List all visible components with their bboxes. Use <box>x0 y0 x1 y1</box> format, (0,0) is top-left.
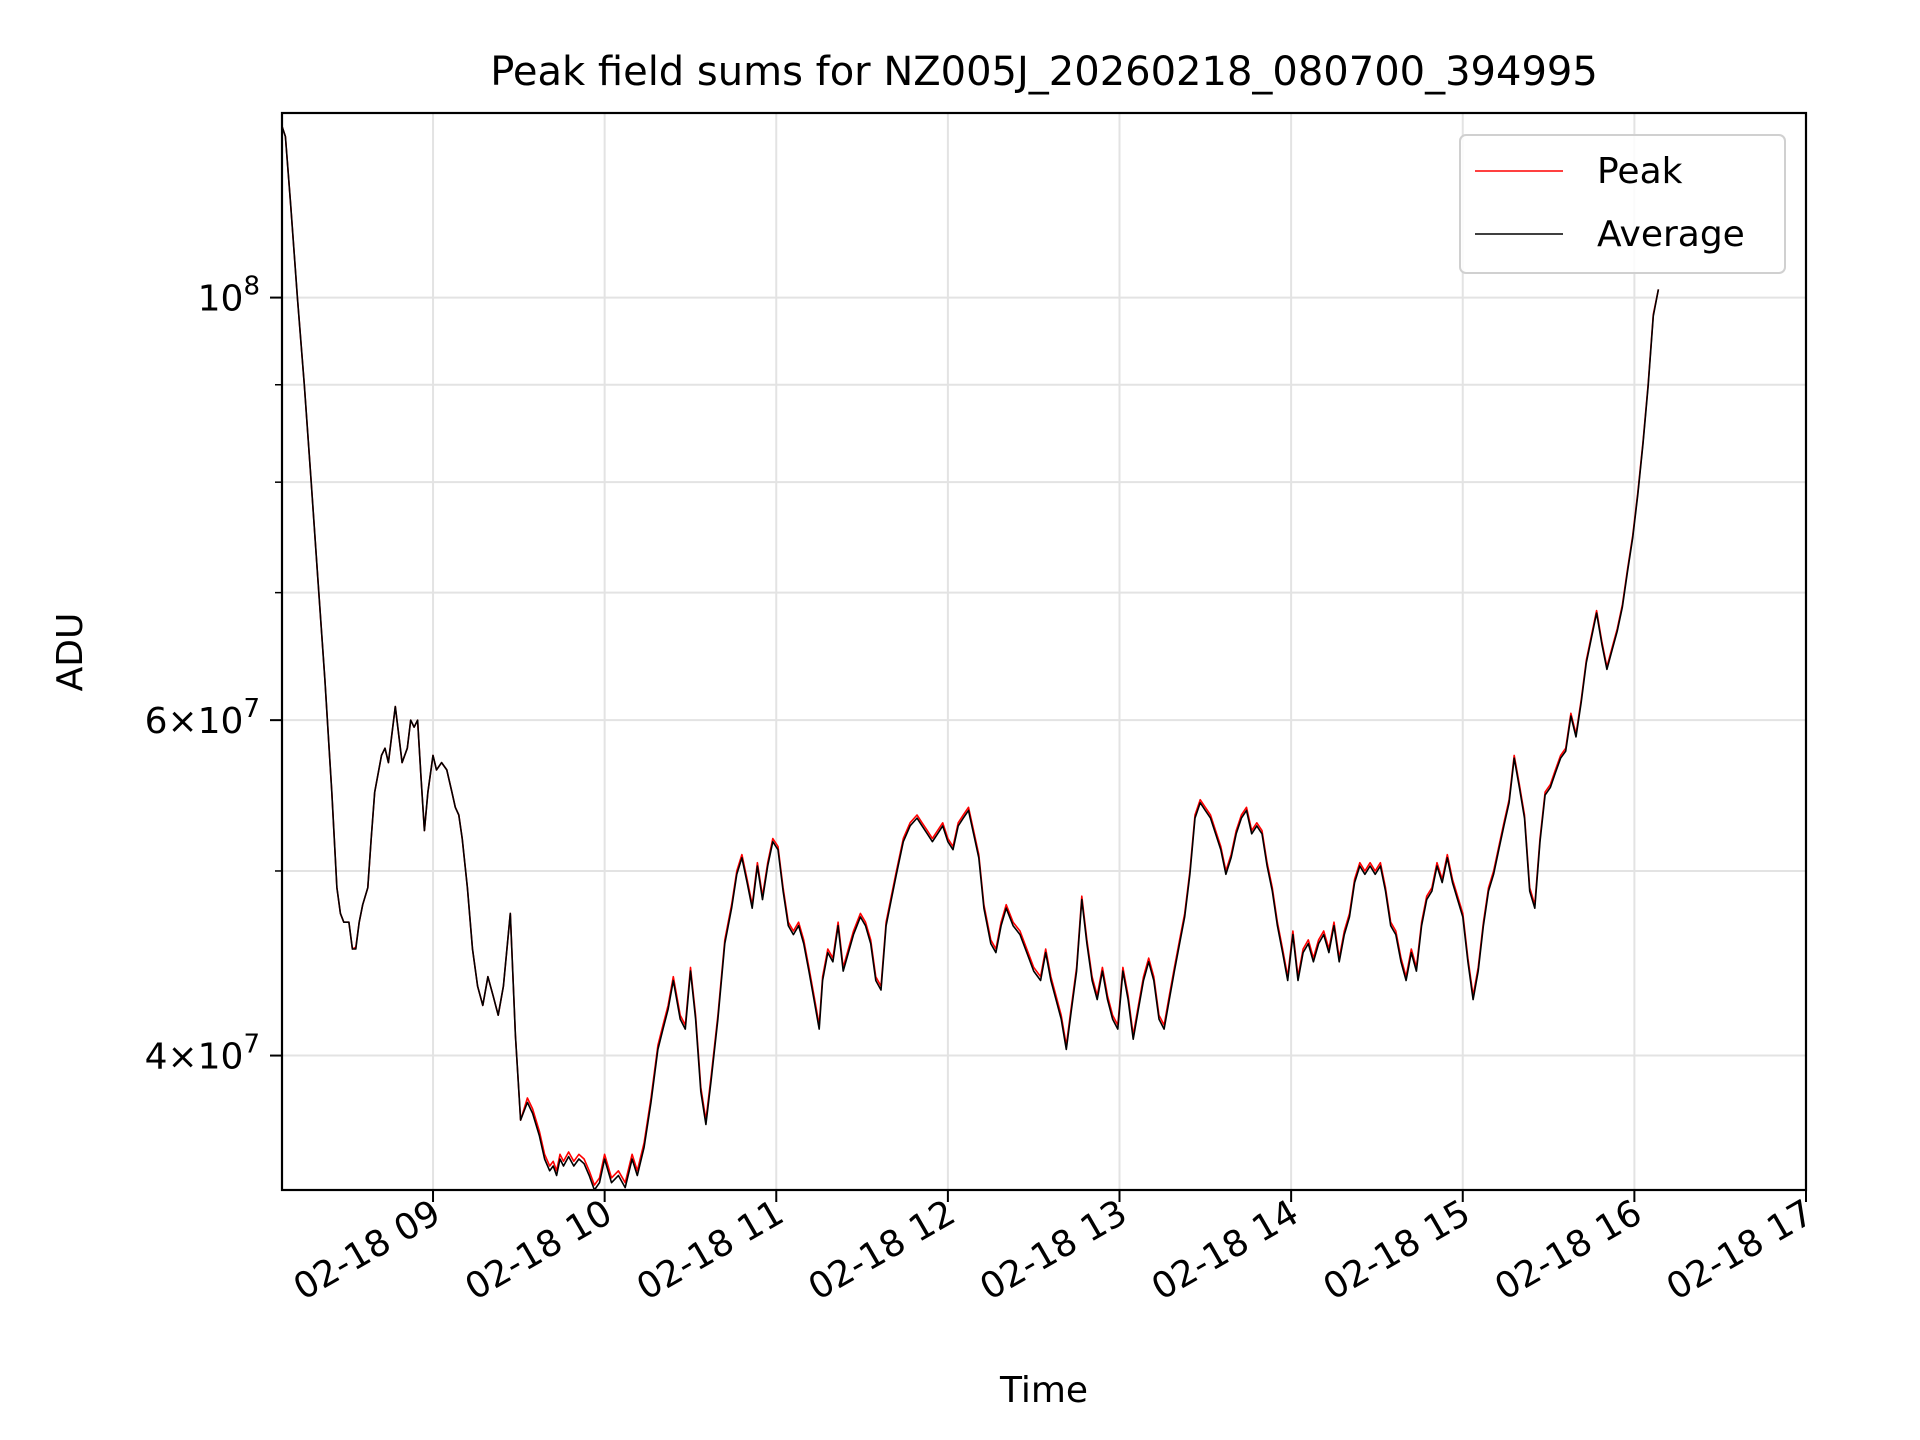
x-axis-label: Time <box>999 1370 1088 1411</box>
y-tick-label: 4×107 <box>145 1030 260 1078</box>
y-tick-label: 108 <box>198 272 260 320</box>
legend-label-peak: Peak <box>1597 151 1683 192</box>
legend-box <box>1459 134 1786 274</box>
chart-title: Peak field sums for NZ005J_20260218_0807… <box>490 49 1598 95</box>
legend: Peak Average <box>1459 134 1786 274</box>
y-axis-label: ADU <box>50 613 91 692</box>
plot-frame <box>280 111 1808 1192</box>
legend-label-average: Average <box>1597 214 1745 255</box>
series-line-average <box>281 126 1660 1191</box>
plot-background <box>282 113 1806 1190</box>
plot-area <box>280 111 1808 1192</box>
y-tick-label: 6×107 <box>145 694 260 742</box>
y-axis: 108 6×107 4×107 <box>145 272 282 1078</box>
series-layer <box>281 126 1660 1191</box>
